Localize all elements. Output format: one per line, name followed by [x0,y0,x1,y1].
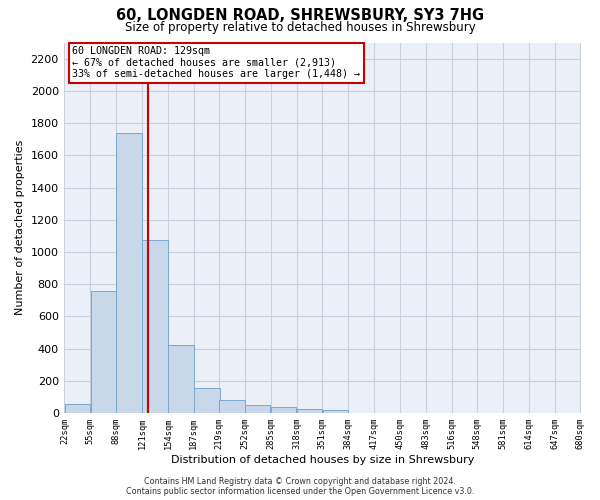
Bar [194,388,220,413]
Y-axis label: Number of detached properties: Number of detached properties [15,140,25,316]
Bar [142,240,168,413]
Bar [323,410,348,413]
Text: Size of property relative to detached houses in Shrewsbury: Size of property relative to detached ho… [125,21,475,34]
Bar [297,408,322,413]
Text: 60 LONGDEN ROAD: 129sqm
← 67% of detached houses are smaller (2,913)
33% of semi: 60 LONGDEN ROAD: 129sqm ← 67% of detache… [72,46,360,80]
Bar [91,290,116,413]
Bar [168,346,194,413]
X-axis label: Distribution of detached houses by size in Shrewsbury: Distribution of detached houses by size … [171,455,474,465]
Text: Contains HM Land Registry data © Crown copyright and database right 2024.
Contai: Contains HM Land Registry data © Crown c… [126,476,474,496]
Text: 60, LONGDEN ROAD, SHREWSBURY, SY3 7HG: 60, LONGDEN ROAD, SHREWSBURY, SY3 7HG [116,8,484,22]
Bar [271,407,296,413]
Bar [219,400,245,413]
Bar [116,132,142,413]
Bar [245,406,271,413]
Bar [65,404,90,413]
